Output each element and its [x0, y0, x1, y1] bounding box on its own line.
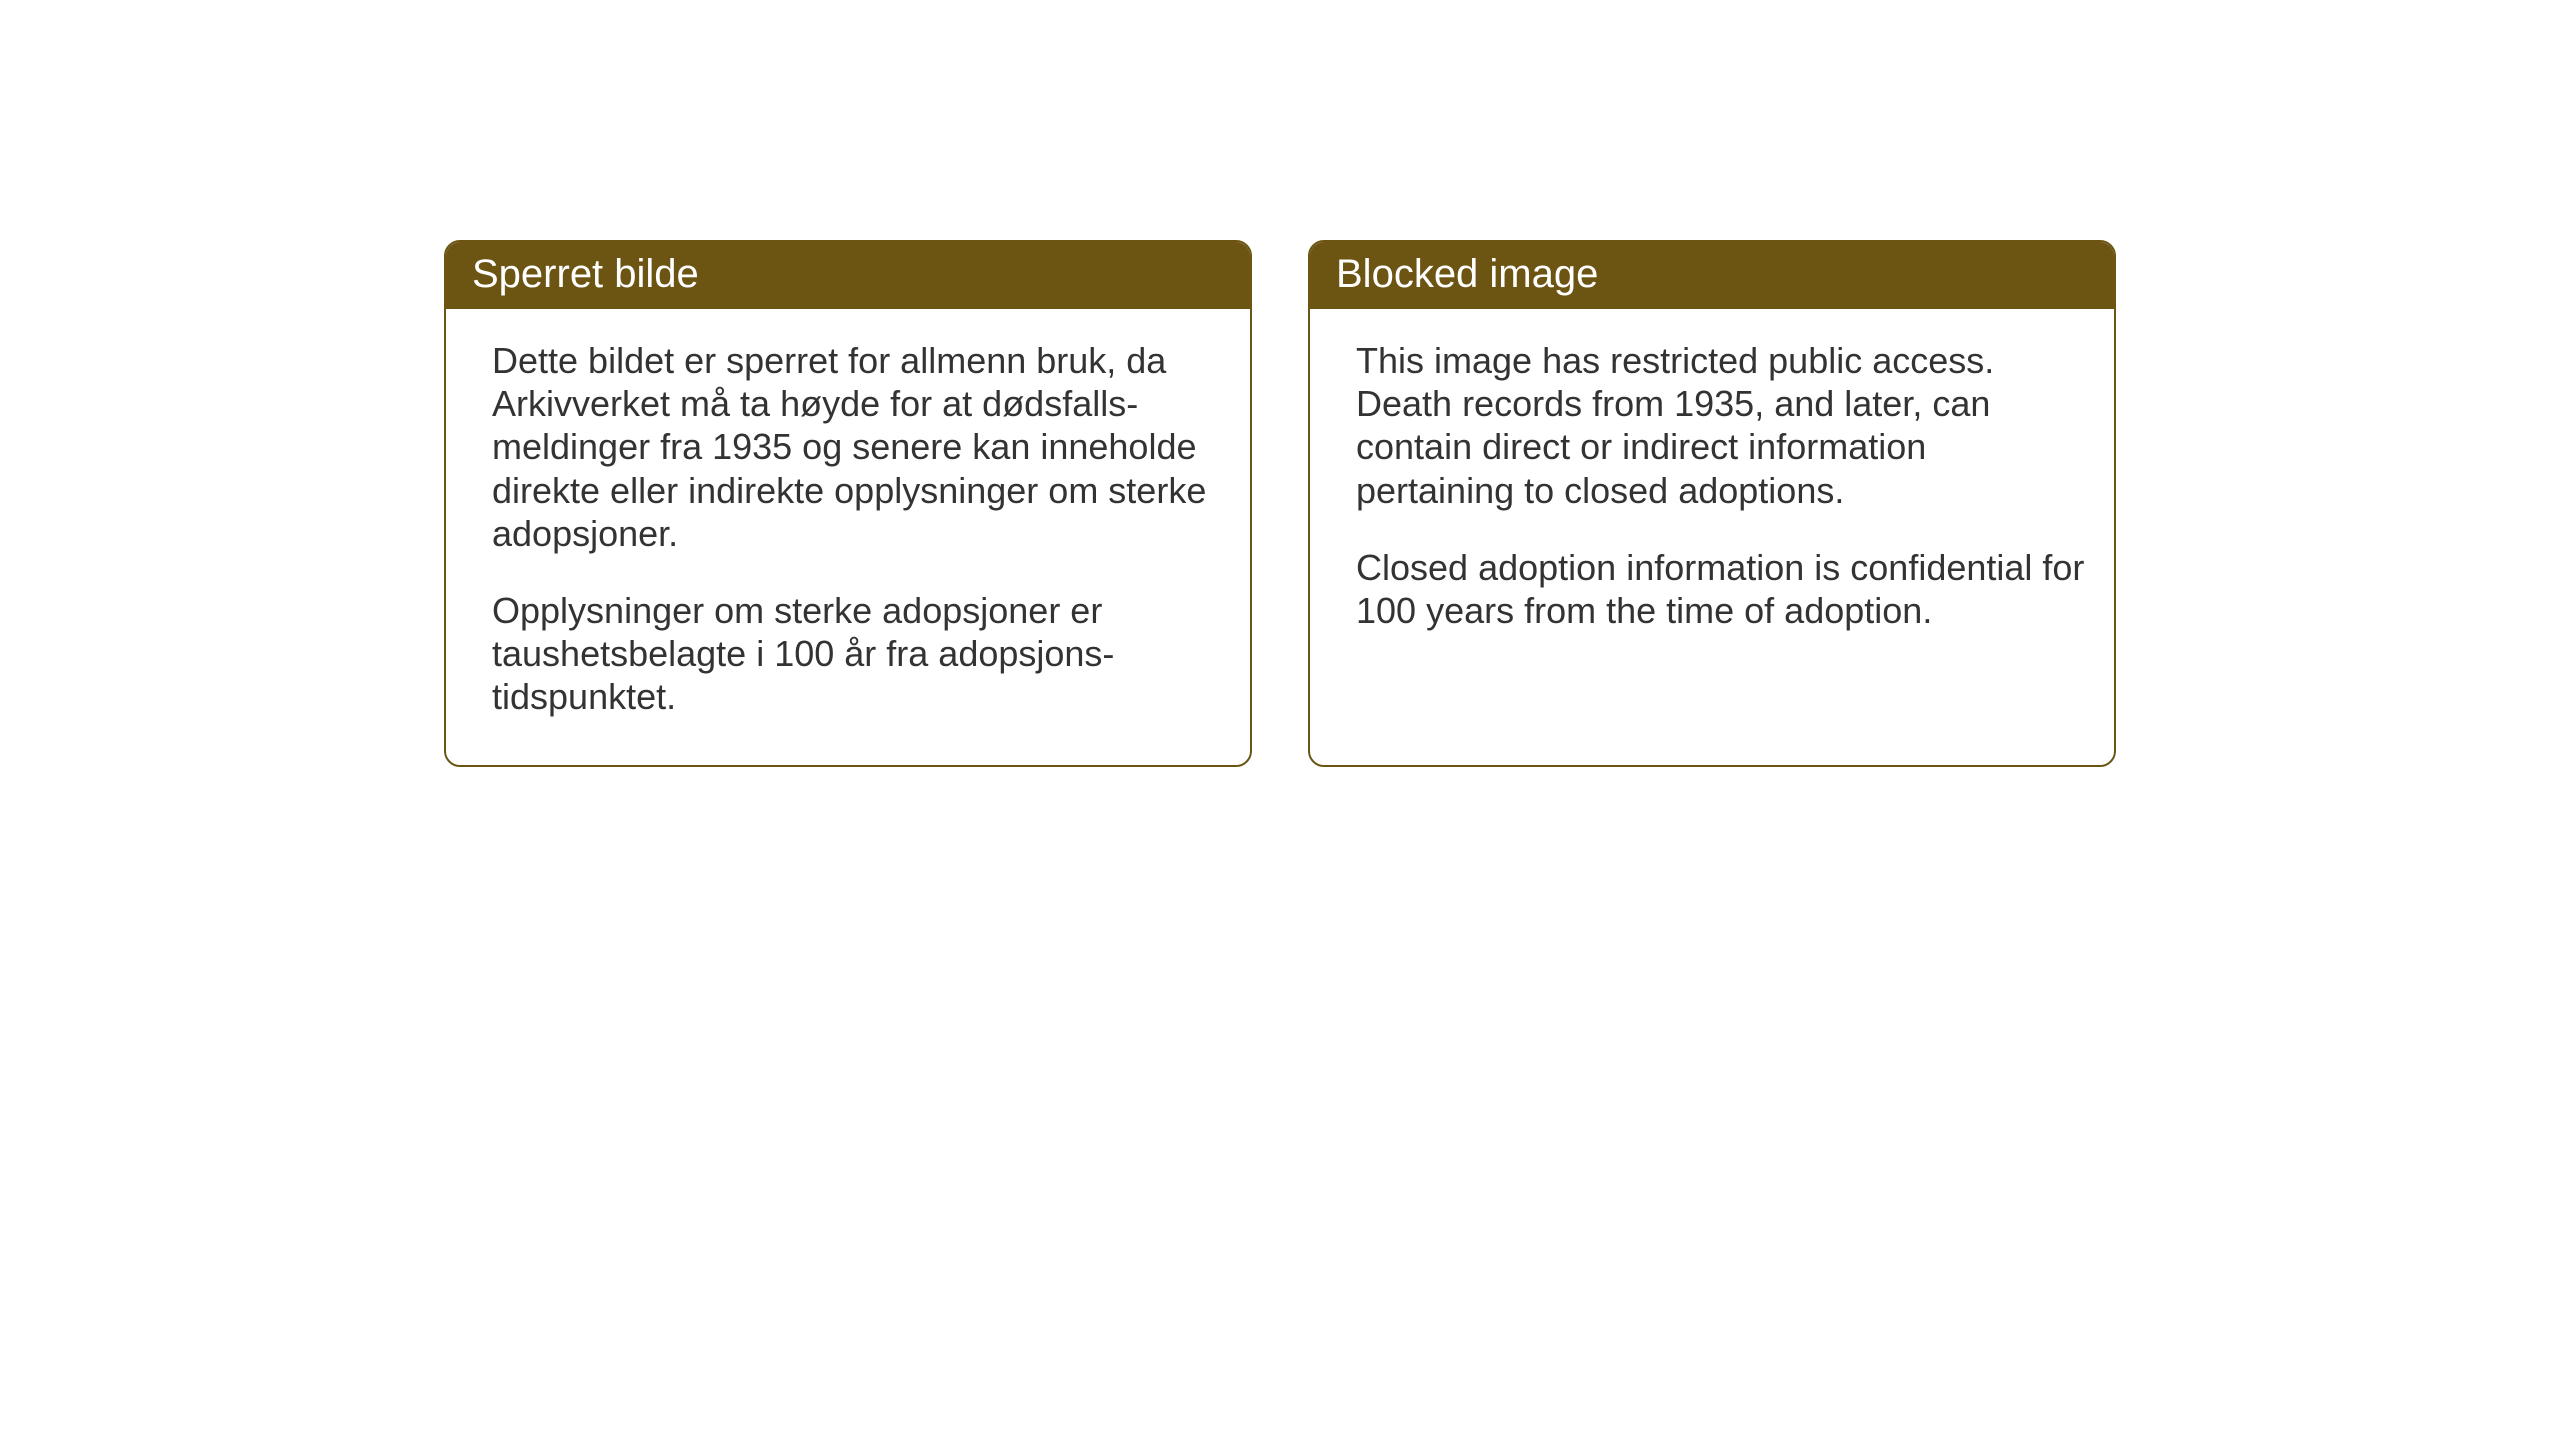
panel-body: This image has restricted public access.… [1310, 309, 2114, 762]
notice-panel-norwegian: Sperret bilde Dette bildet er sperret fo… [444, 240, 1252, 767]
notice-container: Sperret bilde Dette bildet er sperret fo… [444, 240, 2116, 767]
panel-paragraph: Opplysninger om sterke adopsjoner er tau… [492, 589, 1222, 719]
panel-body: Dette bildet er sperret for allmenn bruk… [446, 309, 1250, 765]
panel-title: Blocked image [1336, 252, 2088, 297]
panel-paragraph: Closed adoption information is confident… [1356, 546, 2086, 632]
panel-header: Sperret bilde [446, 242, 1250, 309]
notice-panel-english: Blocked image This image has restricted … [1308, 240, 2116, 767]
panel-title: Sperret bilde [472, 252, 1224, 297]
panel-paragraph: Dette bildet er sperret for allmenn bruk… [492, 339, 1222, 555]
panel-header: Blocked image [1310, 242, 2114, 309]
panel-paragraph: This image has restricted public access.… [1356, 339, 2086, 512]
